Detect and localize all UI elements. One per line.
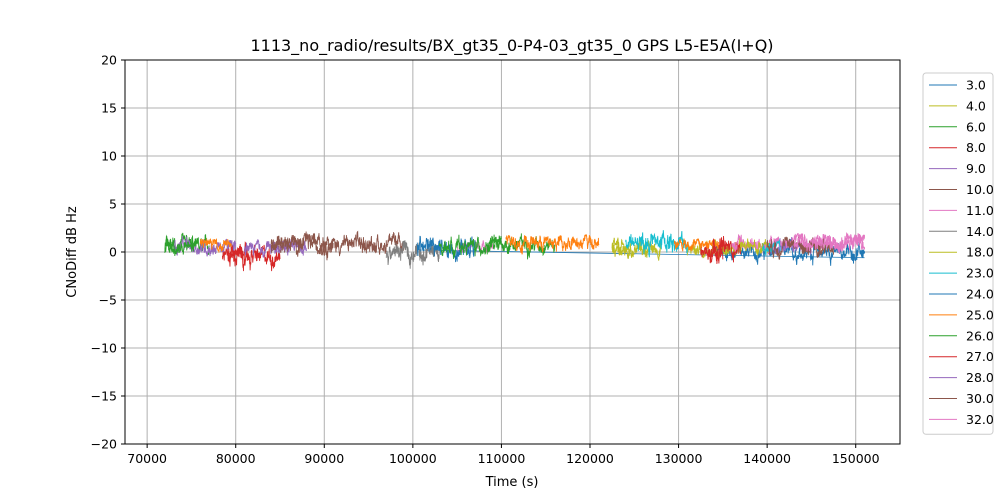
- legend: 3.0 4.0 6.0 8.0 9.0 10.0 11.0 14.0 18.0 23.0 24.0 2…: [922, 72, 994, 435]
- legend-label: 26.0: [966, 328, 994, 343]
- series-line: [505, 234, 600, 255]
- x-axis-label: Time (s): [485, 475, 539, 490]
- legend-label: 9.0: [966, 161, 986, 176]
- legend-label: 11.0: [966, 203, 994, 218]
- legend-label: 25.0: [966, 307, 994, 322]
- series-line: [164, 238, 197, 256]
- series-line: [487, 233, 556, 260]
- legend-label: 14.0: [966, 224, 994, 239]
- y-axis-label: CNoDiff dB Hz: [65, 206, 80, 298]
- y-tick-label: −15: [91, 389, 117, 404]
- y-tick-label: 10: [101, 149, 117, 164]
- series-line: [199, 238, 232, 253]
- x-tick-label: 100000: [389, 451, 437, 466]
- legend-box: [922, 72, 994, 435]
- series-26.0: [164, 234, 502, 259]
- series-line: [793, 232, 866, 252]
- y-tick-label: 0: [109, 245, 117, 260]
- x-tick-label: 70000: [127, 451, 167, 466]
- x-tick-label: 80000: [216, 451, 256, 466]
- legend-label: 4.0: [966, 98, 986, 113]
- legend-label: 6.0: [966, 119, 986, 134]
- series-25.0: [199, 234, 719, 255]
- x-tick-label: 120000: [566, 451, 614, 466]
- y-tick-label: −5: [99, 293, 117, 308]
- series-line: [611, 243, 631, 259]
- series-line: [270, 230, 405, 261]
- legend-label: 24.0: [966, 287, 994, 302]
- series-line: [438, 234, 502, 259]
- y-axis: −20 −15 −10 −5 0 5 10 15 20: [91, 53, 125, 452]
- series-27.0: [221, 238, 724, 266]
- series-layer: [164, 230, 866, 272]
- legend-label: 18.0: [966, 245, 994, 260]
- x-tick-label: 140000: [743, 451, 791, 466]
- y-tick-label: 5: [109, 197, 117, 212]
- legend-label: 3.0: [966, 78, 986, 93]
- x-tick-label: 150000: [832, 451, 880, 466]
- x-tick-label: 110000: [478, 451, 526, 466]
- x-tick-label: 90000: [304, 451, 344, 466]
- series-line: [270, 232, 334, 253]
- series-line: [700, 238, 724, 264]
- y-tick-label: 20: [101, 53, 117, 68]
- legend-label: 30.0: [966, 391, 994, 406]
- x-axis: 70000 80000 90000 100000 110000 120000 130000 1…: [127, 444, 880, 466]
- legend-label: 23.0: [966, 266, 994, 281]
- series-line: [740, 238, 773, 256]
- legend-label: 10.0: [966, 182, 994, 197]
- y-tick-label: 15: [101, 101, 117, 116]
- series-18.0: [611, 238, 773, 259]
- x-tick-label: 130000: [655, 451, 703, 466]
- chart-title: 1113_no_radio/results/BX_gt35_0-P4-03_gt…: [250, 36, 773, 56]
- series-32.0: [793, 232, 866, 252]
- legend-label: 8.0: [966, 140, 986, 155]
- series-line: [221, 245, 250, 266]
- legend-label: 32.0: [966, 412, 994, 427]
- series-line: [673, 238, 719, 252]
- y-tick-label: −20: [91, 437, 117, 452]
- y-tick-label: −10: [91, 341, 117, 356]
- legend-label: 27.0: [966, 349, 994, 364]
- legend-label: 28.0: [966, 370, 994, 385]
